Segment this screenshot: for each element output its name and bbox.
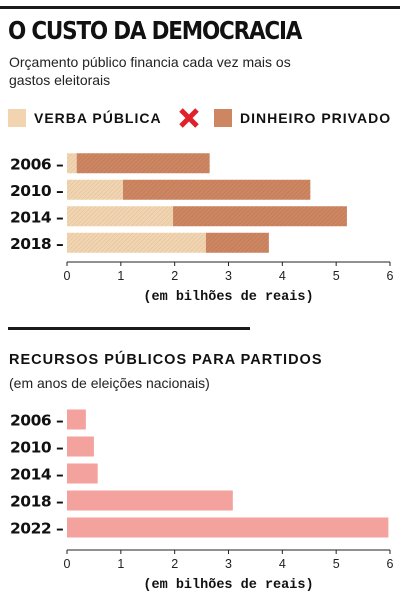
bar [122, 179, 311, 200]
x-tick-label: 2 [171, 269, 178, 283]
page-title: O CUSTO DA DEMOCRACIA [8, 16, 302, 45]
x-tick-label: 5 [333, 557, 340, 571]
category-label: 2006 – [10, 412, 63, 430]
x-tick-label: 1 [117, 269, 124, 283]
x-tick-label: 4 [279, 269, 286, 283]
section2-subtitle: (em anos de eleições nacionais) [9, 375, 210, 391]
legend: VERBA PÚBLICA DINHEIRO PRIVADO [8, 106, 400, 130]
category-label: 2010 – [10, 439, 63, 457]
x-tick-label: 5 [333, 269, 340, 283]
legend-swatch-public [8, 109, 26, 127]
x-tick-label: 3 [225, 269, 232, 283]
bar [67, 409, 86, 430]
bar [76, 153, 210, 174]
bar [67, 179, 123, 200]
category-label: 2014 – [10, 208, 63, 226]
page-subtitle: Orçamento público financia cada vez mais… [9, 54, 291, 88]
bar [67, 490, 233, 511]
category-label: 2010 – [10, 182, 63, 200]
section-divider [8, 327, 250, 330]
section2-title: RECURSOS PÚBLICOS PARA PARTIDOS [9, 352, 323, 368]
bar [205, 232, 269, 253]
stacked-bar-chart: 2006 – 2010 – 2014 – 2018 – 0 1 2 3 4 5 6 (em bilhõ… [10, 153, 394, 305]
category-label: 2018 – [10, 235, 63, 253]
public-funds-bar-chart: 2006 – 2010 – 2014 – 2018 – 2022 – 0 1 2 3 4 5 6 (em… [10, 409, 394, 593]
category-label: 2018 – [10, 493, 63, 511]
x-tick-label: 6 [387, 269, 394, 283]
bar [67, 517, 389, 538]
x-tick-label: 0 [64, 557, 71, 571]
red-x-icon [179, 108, 199, 128]
legend-swatch-private [214, 109, 232, 127]
bar [67, 463, 98, 484]
bar [67, 232, 206, 253]
category-label: 2022 – [10, 520, 63, 538]
x-tick-label: 6 [387, 557, 394, 571]
bar [173, 206, 347, 227]
x-tick-label: 0 [64, 269, 71, 283]
bar [67, 206, 174, 227]
x-tick-label: 3 [225, 557, 232, 571]
legend-label-public: VERBA PÚBLICA [34, 110, 162, 126]
x-axis-title: (em bilhões de reais) [143, 578, 313, 593]
category-label: 2014 – [10, 466, 63, 484]
bar [67, 436, 94, 457]
legend-label-private: DINHEIRO PRIVADO [240, 110, 392, 126]
x-tick-label: 1 [117, 557, 124, 571]
top-rule [0, 6, 400, 9]
x-axis-title: (em bilhões de reais) [143, 290, 313, 305]
bar [67, 153, 77, 174]
x-tick-label: 4 [279, 557, 286, 571]
x-tick-label: 2 [171, 557, 178, 571]
category-label: 2006 – [10, 155, 63, 173]
